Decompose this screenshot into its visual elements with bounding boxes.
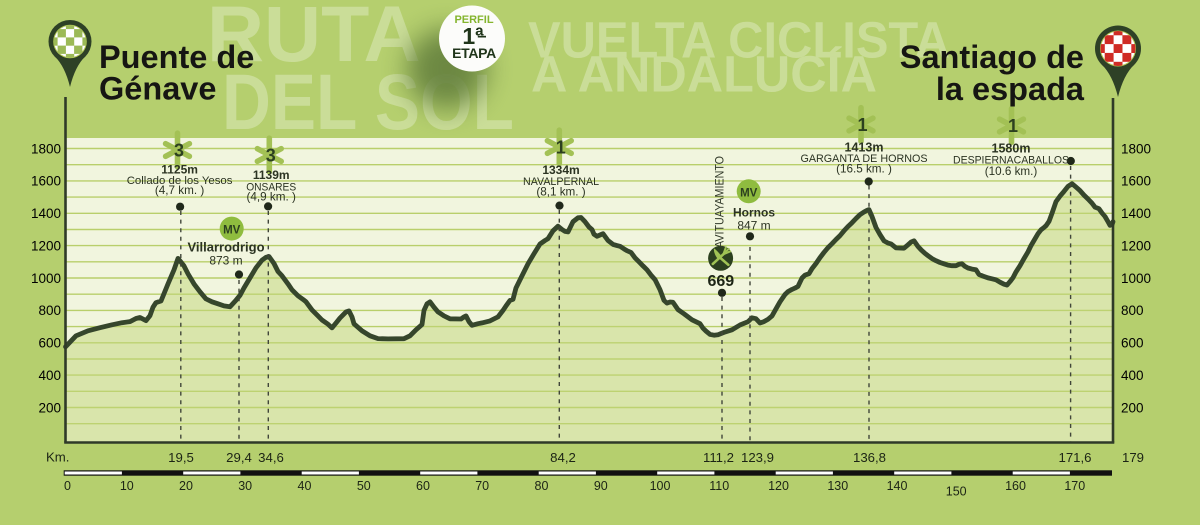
svg-text:130: 130 (827, 479, 848, 493)
svg-text:70: 70 (475, 479, 489, 493)
svg-text:400: 400 (1121, 368, 1144, 383)
svg-text:40: 40 (298, 479, 312, 493)
svg-text:120: 120 (768, 479, 789, 493)
svg-text:179: 179 (1122, 450, 1144, 465)
svg-text:AVITUAYAMIENTO: AVITUAYAMIENTO (714, 156, 726, 248)
svg-text:140: 140 (887, 479, 908, 493)
svg-text:600: 600 (1121, 336, 1144, 351)
svg-text:19,5: 19,5 (168, 450, 194, 465)
svg-text:Collado de los Yesos: Collado de los Yesos (127, 175, 233, 187)
svg-text:1125m: 1125m (161, 163, 198, 177)
svg-text:1413m: 1413m (845, 141, 884, 155)
svg-text:Hornos: Hornos (733, 205, 775, 219)
svg-text:123,9: 123,9 (741, 450, 774, 465)
svg-text:VUELTA CICLISTA: VUELTA CICLISTA (528, 12, 950, 69)
svg-text:400: 400 (38, 368, 61, 383)
svg-text:1334m: 1334m (542, 163, 579, 177)
svg-text:(16.5 km. ): (16.5 km. ) (836, 163, 892, 176)
svg-text:MV: MV (740, 187, 758, 199)
svg-text:1400: 1400 (31, 206, 61, 221)
svg-text:50: 50 (357, 479, 371, 493)
svg-text:ONSARES: ONSARES (246, 182, 296, 194)
svg-text:60: 60 (416, 479, 430, 493)
svg-text:3: 3 (174, 141, 184, 161)
svg-text:1ª: 1ª (462, 23, 484, 49)
svg-text:800: 800 (38, 303, 61, 318)
svg-text:1: 1 (556, 138, 566, 158)
svg-text:90: 90 (594, 479, 608, 493)
svg-text:1000: 1000 (1121, 271, 1151, 286)
svg-text:1: 1 (857, 115, 867, 135)
svg-text:160: 160 (1005, 479, 1026, 493)
svg-text:110: 110 (709, 479, 729, 493)
svg-text:1400: 1400 (1121, 206, 1151, 221)
svg-text:1200: 1200 (1121, 238, 1151, 253)
svg-text:1580m: 1580m (992, 142, 1031, 156)
svg-text:200: 200 (38, 400, 61, 415)
svg-text:Génave: Génave (99, 71, 216, 107)
svg-text:GARGANTA DE HORNOS: GARGANTA DE HORNOS (801, 153, 928, 165)
svg-text:1600: 1600 (1121, 174, 1151, 189)
svg-text:(8,1 km. ): (8,1 km. ) (536, 186, 585, 199)
svg-text:84,2: 84,2 (550, 450, 576, 465)
svg-text:Villarrodrigo: Villarrodrigo (187, 240, 264, 255)
svg-text:1600: 1600 (31, 174, 61, 189)
svg-text:30: 30 (238, 479, 252, 493)
svg-text:600: 600 (38, 336, 61, 351)
svg-text:847 m: 847 m (737, 218, 770, 232)
svg-text:(10.6 km.): (10.6 km.) (985, 165, 1038, 178)
svg-text:150: 150 (946, 485, 967, 499)
svg-text:MV: MV (223, 225, 241, 237)
svg-text:34,6: 34,6 (258, 450, 284, 465)
svg-text:170: 170 (1064, 479, 1085, 493)
svg-text:171,6: 171,6 (1058, 450, 1091, 465)
svg-text:1: 1 (1008, 116, 1018, 136)
svg-text:DESPIERNACABALLOS: DESPIERNACABALLOS (953, 154, 1069, 166)
svg-text:NAVALPERNAL: NAVALPERNAL (523, 176, 599, 188)
svg-text:136,8: 136,8 (853, 450, 886, 465)
svg-text:1200: 1200 (31, 238, 61, 253)
svg-text:PERFIL: PERFIL (454, 14, 493, 26)
svg-text:1139m: 1139m (253, 168, 290, 182)
svg-text:111,2: 111,2 (703, 450, 734, 465)
svg-text:Santiago de: Santiago de (900, 39, 1084, 75)
svg-text:100: 100 (650, 479, 671, 493)
svg-text:1800: 1800 (1121, 141, 1151, 156)
svg-text:RUTA: RUTA (207, 0, 421, 78)
svg-text:(4,9 km. ): (4,9 km. ) (247, 191, 296, 204)
svg-text:873 m: 873 m (209, 254, 242, 268)
svg-text:A ANDALUCÍA: A ANDALUCÍA (531, 46, 877, 103)
svg-text:80: 80 (535, 479, 549, 493)
svg-text:ETAPA: ETAPA (452, 45, 496, 61)
svg-text:669: 669 (707, 273, 734, 290)
svg-text:3: 3 (266, 146, 276, 166)
svg-text:20: 20 (179, 479, 193, 493)
svg-text:1800: 1800 (31, 141, 61, 156)
svg-text:10: 10 (120, 479, 134, 493)
svg-text:Km.: Km. (46, 450, 69, 465)
svg-text:1000: 1000 (31, 271, 61, 286)
svg-text:la espada: la espada (936, 71, 1085, 107)
svg-text:200: 200 (1121, 400, 1144, 415)
svg-text:Puente de: Puente de (99, 39, 254, 75)
svg-text:800: 800 (1121, 303, 1144, 318)
svg-text:0: 0 (64, 479, 71, 493)
svg-text:29,4: 29,4 (226, 450, 252, 465)
svg-text:(4,7 km. ): (4,7 km. ) (155, 184, 204, 197)
